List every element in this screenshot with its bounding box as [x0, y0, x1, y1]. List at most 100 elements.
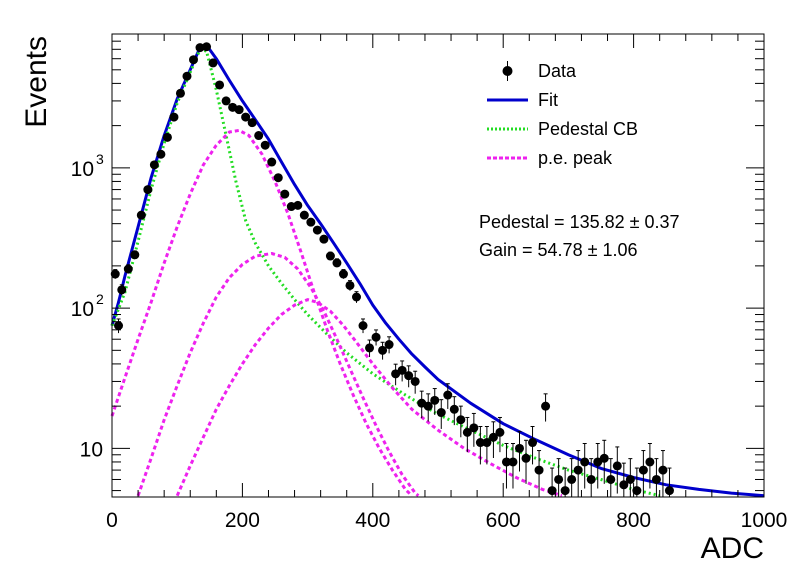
series-pedestal-cb: [110, 47, 661, 498]
data-point: [338, 269, 348, 279]
data-marker: [221, 96, 231, 106]
legend-label: Fit: [538, 90, 558, 110]
data-marker: [521, 453, 531, 463]
data-point: [612, 446, 622, 494]
data-marker: [495, 427, 505, 437]
data-point: [325, 251, 335, 261]
data-point: [482, 426, 492, 465]
data-marker: [488, 432, 498, 442]
data-marker: [365, 343, 375, 353]
data-marker: [260, 140, 270, 150]
data-marker: [404, 371, 414, 381]
data-marker: [593, 457, 603, 467]
legend-entry: Fit: [487, 90, 558, 110]
y-tick-label: 10: [71, 158, 94, 181]
data-marker: [651, 474, 661, 484]
data-point: [149, 160, 159, 170]
data-point: [117, 284, 127, 296]
data-marker: [599, 453, 609, 463]
data-marker: [123, 264, 133, 274]
data-marker: [254, 131, 264, 141]
data-marker: [345, 280, 355, 290]
x-tick-label: 200: [225, 509, 260, 532]
data-marker: [462, 427, 472, 437]
data-point: [449, 396, 459, 426]
data-marker: [547, 486, 557, 496]
data-point: [162, 132, 172, 142]
data-point: [130, 250, 140, 260]
x-tick-label: 800: [616, 509, 651, 532]
data-marker: [358, 321, 368, 331]
legend-entry: p.e. peak: [487, 148, 613, 168]
data-marker: [482, 438, 492, 448]
data-point: [475, 426, 485, 465]
data-marker: [573, 465, 583, 475]
data-marker: [247, 118, 257, 128]
data-marker: [241, 112, 251, 122]
data-marker: [149, 160, 159, 170]
data-point: [521, 439, 531, 484]
data-point: [658, 450, 668, 497]
data-point: [599, 439, 609, 484]
data-point: [606, 458, 616, 497]
data-marker: [554, 474, 564, 484]
data-marker: [338, 269, 348, 279]
data-marker: [143, 185, 153, 195]
data-marker: [319, 234, 329, 244]
legend-label: p.e. peak: [538, 148, 613, 168]
data-marker: [456, 415, 466, 425]
data-marker: [508, 457, 518, 467]
data-marker: [606, 474, 616, 484]
data-marker: [169, 112, 179, 122]
data-point: [234, 105, 244, 115]
data-point: [378, 341, 388, 360]
data-marker: [215, 80, 225, 90]
data-point: [541, 393, 551, 422]
data-marker: [130, 250, 140, 260]
data-point: [632, 467, 642, 497]
data-marker: [632, 486, 642, 496]
data-point: [169, 112, 179, 122]
data-marker: [619, 480, 629, 490]
data-marker: [306, 217, 316, 227]
data-marker: [430, 395, 440, 405]
data-marker: [423, 401, 433, 411]
legend-entry: Data: [502, 61, 577, 81]
legend-label: Pedestal CB: [538, 119, 638, 139]
data-point: [189, 55, 198, 65]
series-p-e-peak-3: [175, 298, 563, 498]
data-marker: [299, 210, 309, 220]
x-tick-label: 400: [355, 509, 390, 532]
data-point: [547, 467, 557, 497]
data-point: [358, 318, 368, 334]
data-point: [410, 370, 420, 394]
data-point: [110, 269, 120, 279]
data-marker: [541, 401, 551, 411]
data-marker: [625, 474, 635, 484]
data-point: [423, 393, 433, 422]
y-tick-exponent: 2: [96, 291, 104, 307]
data-point: [345, 280, 355, 291]
data-point: [247, 118, 257, 128]
data-point: [469, 412, 479, 447]
x-tick-label: 1000: [741, 509, 788, 532]
data-point: [312, 225, 322, 235]
data-marker: [528, 438, 538, 448]
data-point: [175, 88, 185, 98]
data-marker: [567, 474, 577, 484]
data-point: [625, 458, 635, 497]
data-point: [254, 131, 264, 141]
data-point: [319, 234, 329, 244]
data-point: [664, 467, 674, 497]
legend-entry: Pedestal CB: [487, 119, 638, 139]
data-point: [528, 426, 538, 465]
series-p-e-peak-1: [110, 128, 413, 497]
data-points-layer: [110, 42, 674, 497]
data-marker: [397, 365, 407, 375]
data-point: [443, 383, 453, 409]
data-point: [384, 336, 394, 354]
data-point: [332, 258, 342, 268]
y-tick-label: 10: [80, 438, 103, 461]
data-marker: [352, 292, 361, 302]
data-point: [456, 405, 466, 438]
